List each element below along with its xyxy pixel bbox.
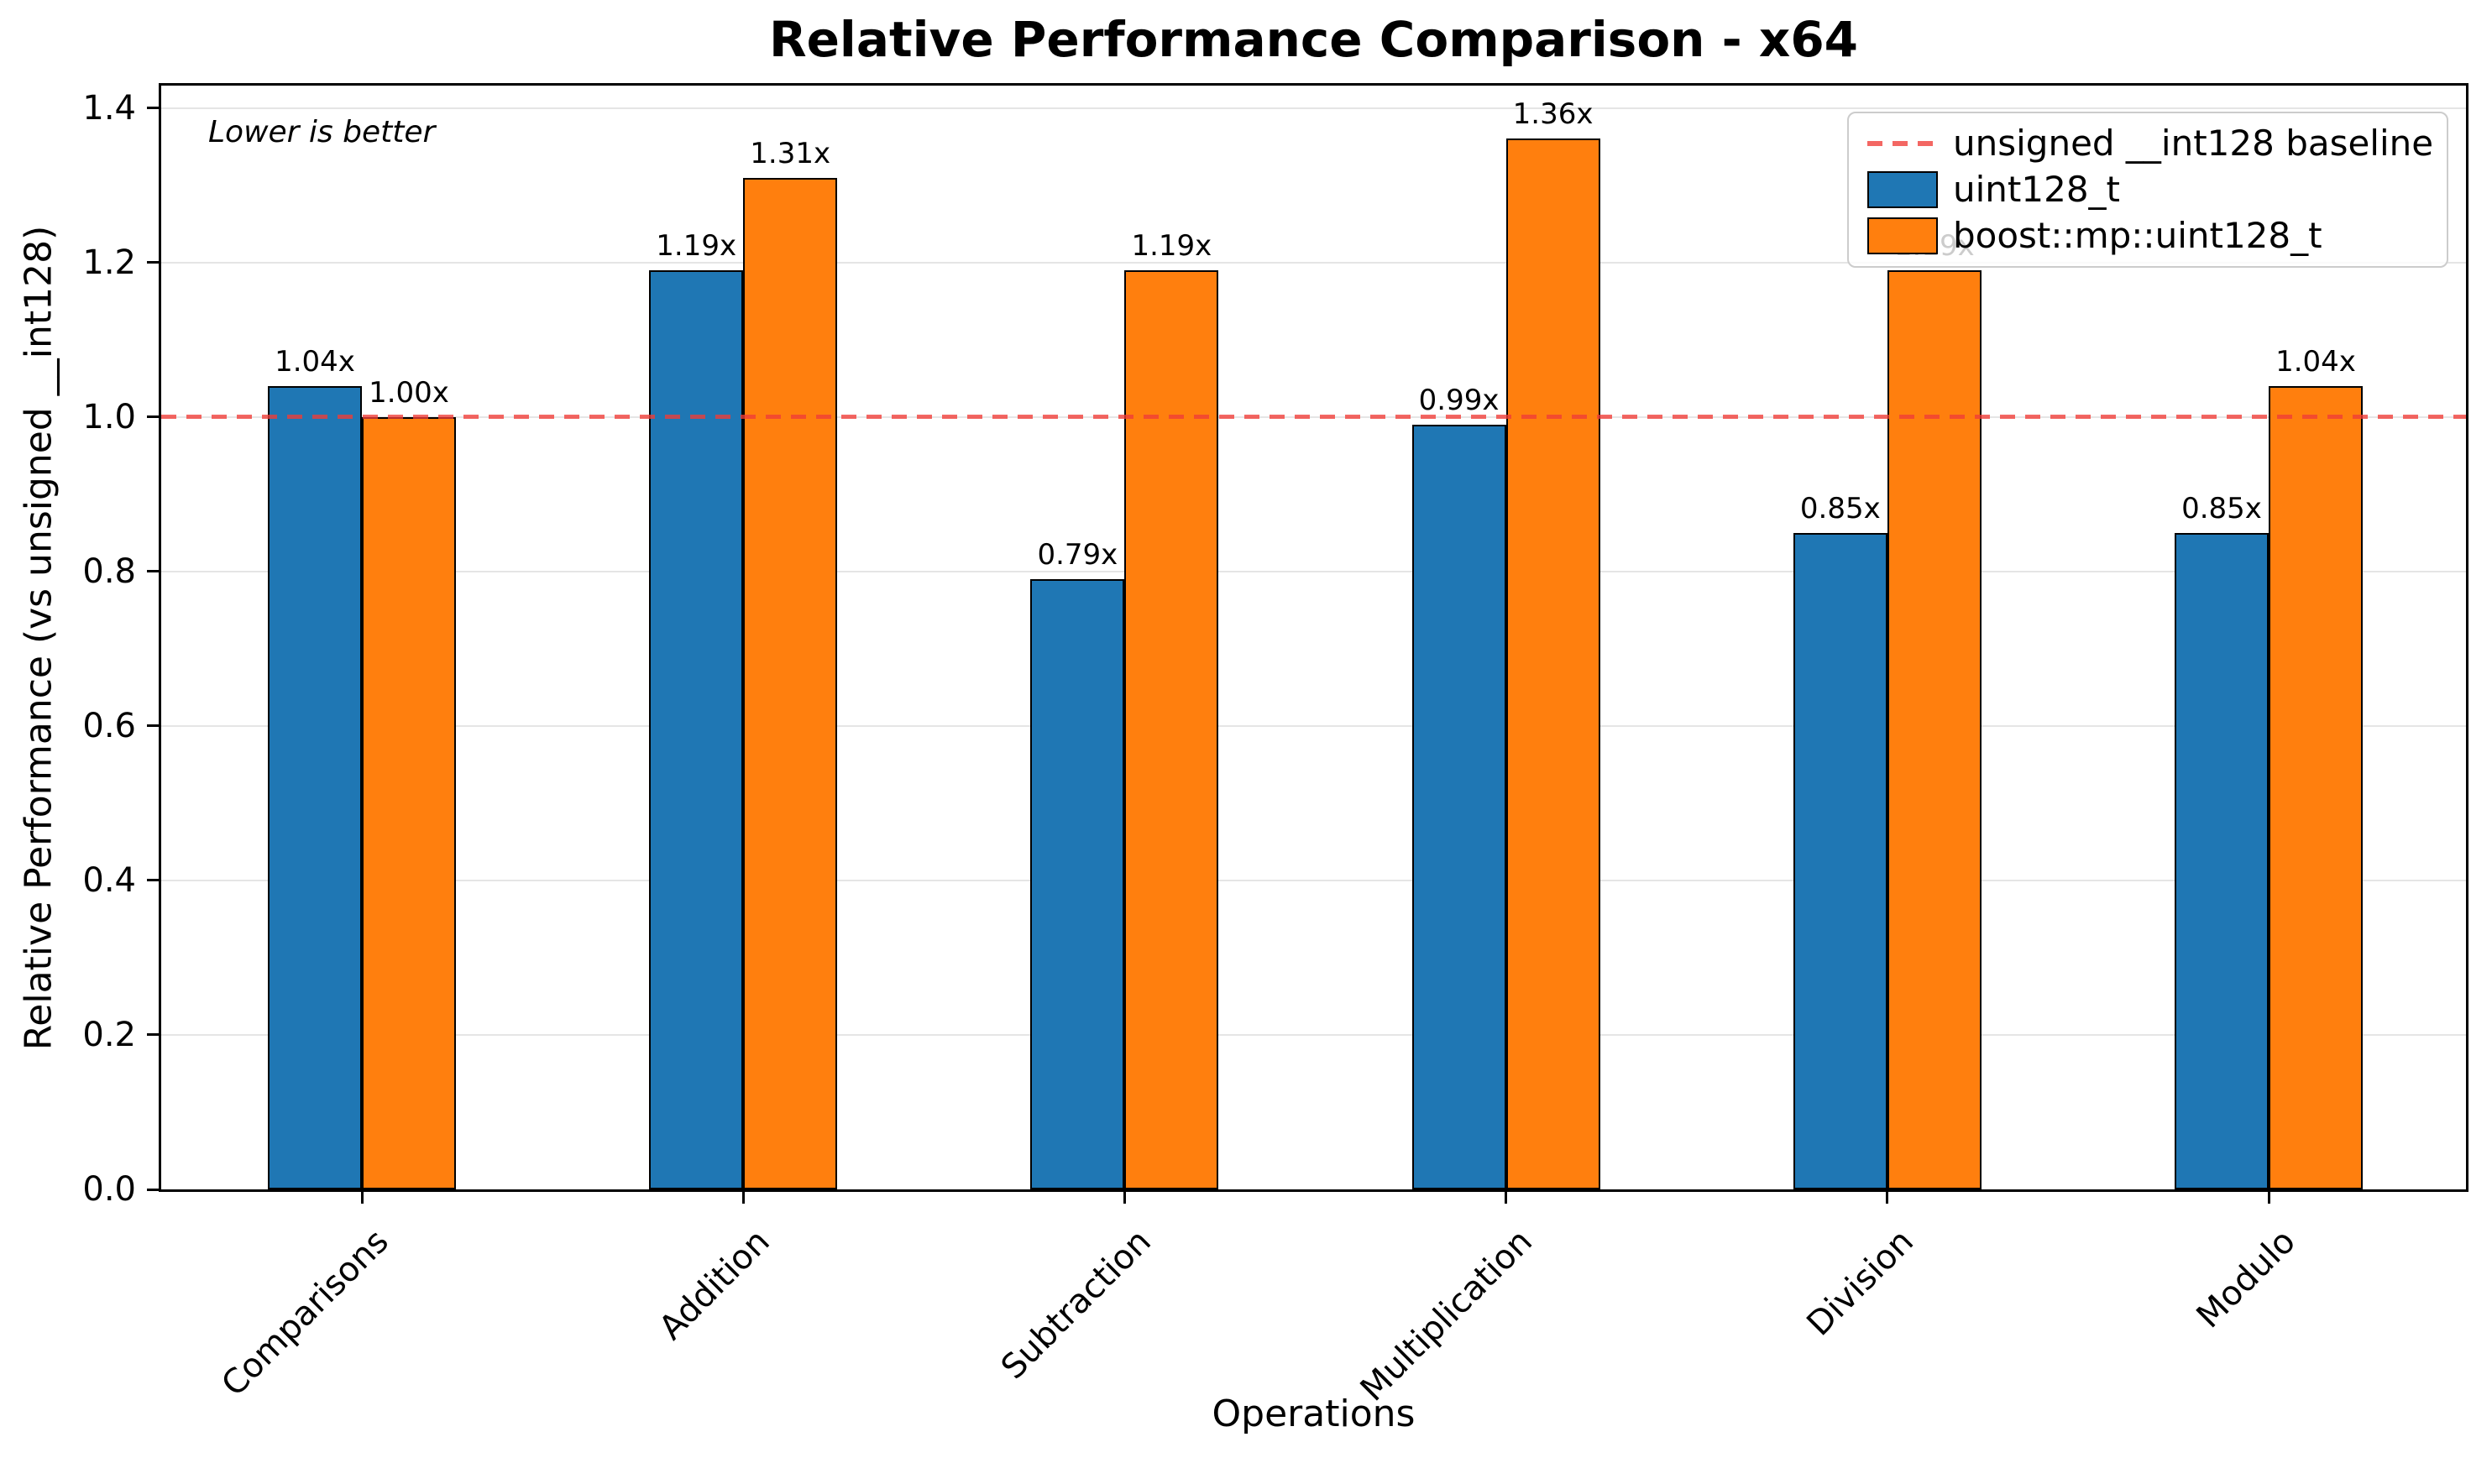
y-tick-label: 0.2: [82, 1015, 136, 1054]
legend: unsigned __int128 baseline uint128_t boo…: [1847, 112, 2448, 268]
bar-uint128_t: [1411, 424, 1506, 1189]
gridline-0.6: [161, 724, 2466, 727]
bar-boost::mp::uint128_t: [1124, 269, 1219, 1189]
gridline-0.8: [161, 570, 2466, 572]
gridline-0.4: [161, 879, 2466, 881]
baseline-line: [161, 415, 2466, 420]
bar-value-label: 1.36x: [1512, 97, 1594, 132]
y-tick: [147, 724, 161, 728]
legend-label-baseline: unsigned __int128 baseline: [1953, 122, 2434, 164]
bar-value-label: 0.79x: [1037, 538, 1118, 572]
bar-value-label: 0.85x: [1799, 491, 1881, 525]
legend-label-boost: boost::mp::uint128_t: [1953, 215, 2322, 257]
legend-row-baseline: unsigned __int128 baseline: [1867, 123, 2438, 164]
x-tick-label-Multiplication: Multiplication: [1353, 1222, 1541, 1409]
bar-boost::mp::uint128_t: [2269, 385, 2363, 1189]
bar-uint128_t: [1793, 532, 1887, 1189]
x-tick: [1505, 1192, 1508, 1204]
gridline-0.2: [161, 1033, 2466, 1036]
x-tick: [741, 1192, 745, 1204]
bar-uint128_t: [268, 385, 362, 1189]
bar-value-label: 1.19x: [656, 228, 737, 263]
bar-value-label: 1.04x: [2275, 344, 2356, 379]
plot-area: 1.04x 1.19x 0.79x 0.99x 0.85x 0.85x 1.00x 1.31x…: [159, 83, 2468, 1192]
bar-value-label: 1.19x: [1131, 228, 1212, 263]
bar-value-label: 1.04x: [275, 344, 355, 379]
x-axis-label: Operations: [1212, 1393, 1416, 1435]
y-tick-label: 1.2: [82, 243, 136, 282]
x-tick: [1886, 1192, 1889, 1204]
bar-value-label: 1.00x: [369, 375, 449, 410]
bar-value-label: 1.31x: [750, 136, 831, 170]
bar-uint128_t: [1030, 579, 1125, 1189]
legend-swatch-boost: [1867, 217, 1938, 255]
y-tick: [147, 879, 161, 882]
y-tick-label: 0.8: [82, 551, 136, 591]
x-tick: [360, 1192, 364, 1204]
bar-value-label: 0.99x: [1418, 383, 1500, 417]
y-tick: [147, 570, 161, 573]
x-tick-label-Comparisons: Comparisons: [213, 1222, 396, 1404]
y-tick-label: 1.4: [82, 88, 136, 128]
gridline-1.2: [161, 261, 2466, 264]
y-tick: [147, 261, 161, 264]
bar-value-label: 0.85x: [2181, 491, 2262, 525]
bar-boost::mp::uint128_t: [1505, 138, 1600, 1189]
x-tick-label-Modulo: Modulo: [2189, 1222, 2303, 1336]
y-tick: [147, 107, 161, 110]
y-tick-label: 0.6: [82, 706, 136, 745]
legend-swatch-uint128: [1867, 170, 1938, 208]
x-tick: [1123, 1192, 1126, 1204]
bar-uint128_t: [2175, 532, 2269, 1189]
legend-row-boost: boost::mp::uint128_t: [1867, 216, 2438, 256]
legend-row-uint128: uint128_t: [1867, 168, 2438, 210]
y-tick: [147, 1033, 161, 1037]
x-tick-label-Addition: Addition: [652, 1222, 777, 1348]
gridline-1.4: [161, 107, 2466, 109]
y-tick-label: 0.0: [82, 1170, 136, 1209]
y-tick: [147, 1188, 161, 1191]
x-tick-label-Division: Division: [1799, 1222, 1922, 1344]
y-tick-label: 1.0: [82, 397, 136, 436]
x-tick: [2267, 1192, 2270, 1204]
bar-boost::mp::uint128_t: [743, 177, 838, 1189]
chart-title: Relative Performance Comparison - x64: [768, 11, 1859, 68]
bar-boost::mp::uint128_t: [362, 416, 456, 1189]
bar-uint128_t: [649, 269, 744, 1189]
y-tick: [147, 415, 161, 419]
x-tick-label-Subtraction: Subtraction: [993, 1222, 1159, 1387]
bar-boost::mp::uint128_t: [1887, 269, 1982, 1189]
annotation-lower-is-better: Lower is better: [208, 115, 436, 149]
legend-label-uint128: uint128_t: [1953, 168, 2121, 210]
legend-baseline-dash-sample: [1867, 140, 1938, 146]
y-tick-label: 0.4: [82, 860, 136, 900]
